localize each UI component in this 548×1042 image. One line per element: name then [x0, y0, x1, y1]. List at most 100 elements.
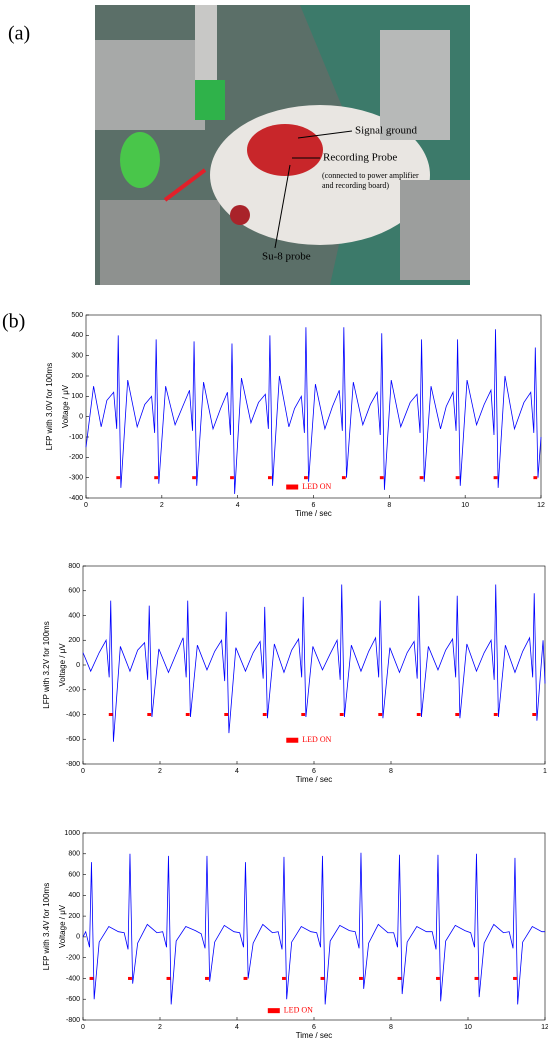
led-marker	[262, 713, 267, 716]
photo-label: Su-8 probe	[262, 251, 311, 263]
y-tick-label: -400	[66, 975, 80, 982]
x-tick-label: 6	[312, 1024, 316, 1031]
legend-swatch	[286, 737, 299, 743]
legend-swatch	[286, 484, 299, 490]
led-marker	[147, 713, 152, 716]
y-tick-label: 200	[68, 637, 80, 644]
exposed-skull	[247, 124, 323, 176]
x-tick-label: 4	[235, 1024, 239, 1031]
led-marker	[304, 476, 308, 480]
photo-label: Signal ground	[355, 125, 418, 137]
stereotax-arm	[380, 30, 450, 140]
y-tick-label: 600	[68, 588, 80, 595]
led-marker	[513, 976, 517, 980]
y-tick-label: -400	[69, 495, 83, 502]
y-tick-label: -200	[66, 955, 80, 962]
side-label: LFP with 3.4V for 100ms	[42, 883, 51, 970]
led-marker	[493, 713, 498, 716]
y-tick-label: -300	[69, 475, 83, 482]
x-tick-label: 0	[84, 502, 88, 509]
led-marker	[116, 476, 121, 480]
led-marker	[339, 713, 344, 716]
led-marker	[533, 476, 538, 480]
x-tick-label: 1	[543, 768, 547, 775]
led-marker	[166, 976, 171, 980]
y-tick-label: 600	[68, 871, 80, 878]
led-marker	[455, 713, 460, 716]
led-marker	[192, 476, 196, 480]
led-marker	[320, 976, 325, 980]
x-tick-label: 10	[464, 1024, 472, 1031]
photo-label: and recording board)	[322, 181, 389, 190]
connector	[195, 80, 225, 120]
y-tick-label: -800	[66, 1017, 80, 1024]
y-axis-label: Voltage / μV	[58, 643, 67, 687]
y-axis-label: Voltage / μV	[58, 904, 67, 948]
y-tick-label: 0	[76, 662, 80, 669]
x-tick-label: 4	[235, 768, 239, 775]
led-marker	[185, 713, 190, 716]
legend-label: LED ON	[284, 1005, 313, 1014]
photo: Signal ground Recording Probe (connected…	[95, 5, 470, 285]
trace	[82, 852, 545, 1005]
led-marker	[455, 476, 460, 480]
x-tick-label: 6	[312, 502, 316, 509]
y-tick-label: 0	[79, 414, 83, 421]
x-tick-label: 6	[312, 768, 316, 775]
led-marker	[341, 476, 346, 480]
x-tick-label: 8	[389, 1024, 393, 1031]
y-tick-label: 0	[76, 934, 80, 941]
x-tick-label: 2	[158, 1024, 162, 1031]
photo-label: (connected to power amplifier	[322, 171, 419, 180]
y-tick-label: 300	[71, 353, 83, 360]
y-tick-label: -100	[69, 434, 83, 441]
led-marker	[268, 476, 272, 480]
x-tick-label: 0	[81, 1024, 85, 1031]
led-marker	[378, 713, 383, 716]
led-marker	[493, 476, 498, 480]
y-tick-label: 100	[71, 393, 83, 400]
led-marker	[89, 976, 94, 980]
led-marker	[230, 476, 234, 480]
led-marker	[301, 713, 306, 716]
led-marker	[108, 713, 113, 716]
led-marker	[397, 976, 402, 980]
probe-holder	[195, 5, 217, 85]
x-tick-label: 12	[537, 502, 545, 509]
stereotax-arm	[95, 40, 205, 130]
led-fiber	[163, 168, 207, 202]
y-tick-label: 1000	[64, 830, 80, 837]
trace	[85, 327, 542, 494]
x-axis-label: Time / sec	[295, 509, 332, 518]
plot-area	[82, 565, 546, 765]
led-marker	[128, 976, 132, 980]
y-tick-label: -600	[66, 996, 80, 1003]
legend-label: LED ON	[302, 482, 331, 491]
led-marker	[379, 476, 384, 480]
x-tick-label: 8	[387, 502, 391, 509]
led-marker	[205, 976, 209, 980]
y-tick-label: 800	[68, 563, 80, 570]
legend-swatch	[267, 1008, 280, 1014]
panel-label: (b)	[2, 311, 25, 333]
y-tick-label: 800	[68, 851, 80, 858]
led-marker	[224, 713, 229, 716]
y-tick-label: 200	[68, 913, 80, 920]
x-tick-label: 2	[160, 502, 164, 509]
led-marker	[359, 976, 363, 980]
x-tick-label: 8	[389, 768, 393, 775]
y-axis-label: Voltage / μV	[61, 384, 70, 428]
connector	[120, 132, 160, 188]
led-marker	[243, 976, 248, 980]
legend-label: LED ON	[302, 735, 331, 744]
x-axis-label: Time / sec	[296, 1031, 333, 1040]
y-tick-label: 500	[71, 312, 83, 319]
x-tick-label: 0	[81, 768, 85, 775]
y-tick-label: 200	[71, 373, 83, 380]
x-axis-label: Time / sec	[296, 775, 333, 784]
plot-area	[82, 832, 546, 1021]
side-label: LFP with 3.2V for 100ms	[42, 621, 51, 708]
x-tick-label: 12	[541, 1024, 548, 1031]
led-marker	[532, 713, 537, 716]
